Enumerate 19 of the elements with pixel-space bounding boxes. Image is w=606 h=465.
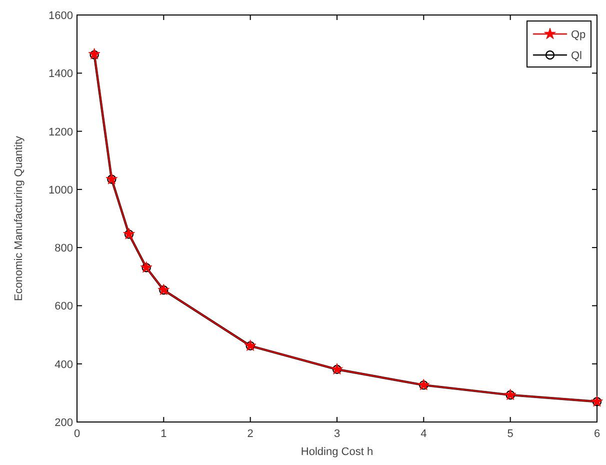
legend-label: Ql	[571, 50, 582, 62]
x-tick-label: 3	[334, 428, 340, 440]
y-tick-label: 1000	[48, 184, 73, 196]
y-axis-title: Economic Manufacturing Quantity	[13, 135, 25, 302]
y-tick-label: 1600	[48, 10, 73, 22]
x-tick-label: 1	[160, 428, 167, 440]
x-tick-label: 2	[247, 428, 254, 440]
y-tick-label: 200	[54, 417, 73, 429]
x-tick-label: 4	[420, 428, 427, 440]
y-tick-label: 400	[54, 358, 73, 371]
y-tick-label: 1200	[48, 126, 73, 138]
y-tick-label: 800	[54, 242, 73, 255]
x-tick-label: 6	[594, 428, 600, 440]
y-tick-label: 1400	[48, 68, 73, 80]
legend-label: Qp	[571, 29, 586, 41]
y-tick-label: 600	[54, 300, 73, 313]
x-tick-label: 0	[74, 428, 80, 440]
x-tick-label: 5	[507, 428, 514, 440]
x-axis-title: Holding Cost h	[300, 446, 374, 458]
